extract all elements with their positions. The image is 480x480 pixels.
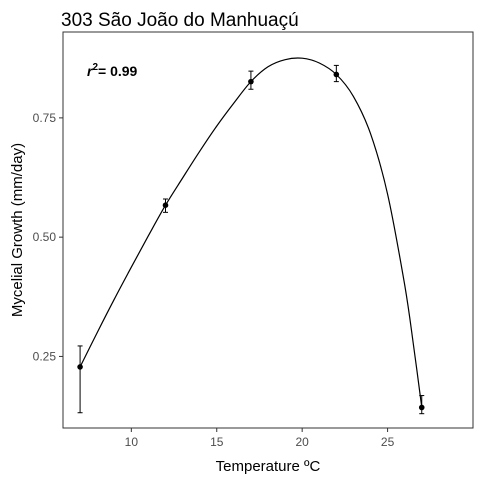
- data-point: [333, 71, 340, 78]
- data-point: [248, 78, 254, 85]
- x-tick-label: 10: [125, 435, 139, 449]
- y-tick-label: 0.75: [33, 111, 57, 125]
- plot-panel: [62, 31, 474, 429]
- fit-curve: [79, 57, 423, 408]
- data-point: [77, 364, 83, 370]
- y-tick-label: 0.50: [33, 230, 57, 244]
- data-point: [162, 202, 169, 208]
- y-tick-label: 0.25: [33, 349, 57, 363]
- data-point: [418, 404, 425, 411]
- chart-title: 303 São João do Manhuaçú: [61, 10, 299, 31]
- x-axis-title: Temperature ºC: [216, 458, 321, 475]
- y-axis-ticks: 0.25 0.50 0.75: [33, 111, 63, 363]
- r-squared-annotation: r2= 0.99: [87, 62, 138, 79]
- x-tick-label: 20: [295, 435, 309, 449]
- x-tick-label: 25: [381, 435, 395, 449]
- x-axis-ticks: 10 15 20 25: [125, 428, 395, 449]
- x-tick-label: 15: [210, 435, 224, 449]
- y-axis-title: Mycelial Growth (mm/day): [9, 143, 26, 317]
- data-points: [77, 64, 425, 415]
